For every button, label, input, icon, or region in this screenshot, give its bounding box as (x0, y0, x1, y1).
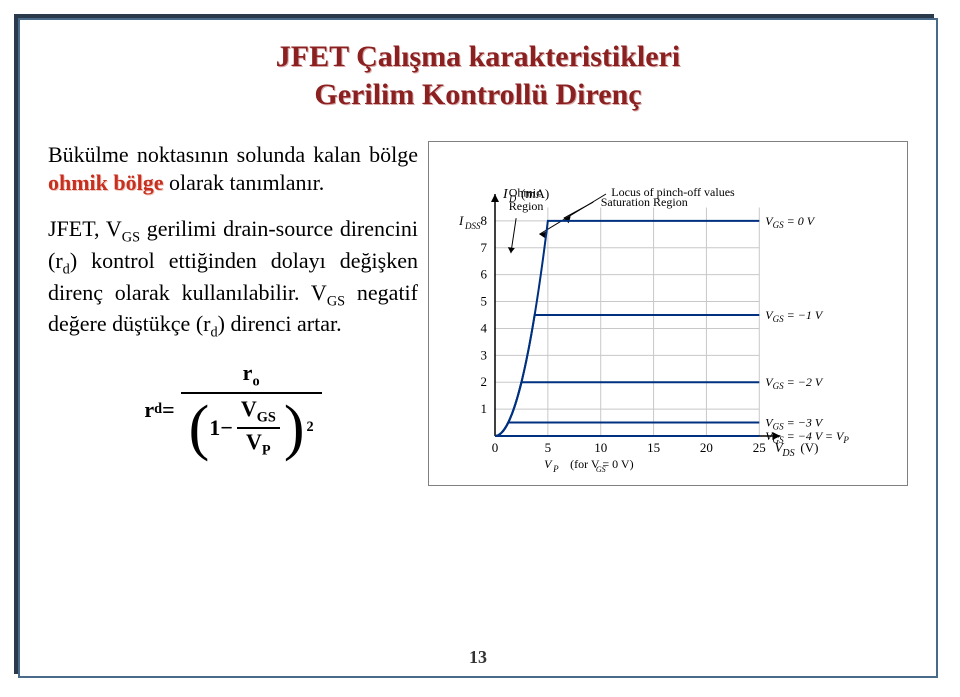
svg-text:8: 8 (481, 213, 488, 228)
p2e: ) direnci artar. (218, 311, 342, 336)
f-vgs-sub: GS (257, 410, 276, 426)
f-den: ( 1 − VGS VP ) 2 (181, 392, 322, 459)
left-column: Bükülme noktasının solunda kalan bölge o… (48, 141, 428, 486)
svg-text:Locus of pinch-off values: Locus of pinch-off values (611, 185, 735, 199)
p1-pre: Bükülme noktasının solunda kalan bölge (48, 142, 418, 167)
svg-text:GS: GS (596, 465, 606, 474)
f-num-r: r (243, 360, 253, 385)
paragraph-1: Bükülme noktasının solunda kalan bölge o… (48, 141, 418, 197)
svg-text:10: 10 (594, 440, 607, 455)
p1-emphasis: ohmik bölge (48, 170, 164, 195)
chart-frame: 051015202512345678ID(mA)VDS(V)IDSSVP(for… (428, 141, 908, 486)
f-one: 1 (209, 415, 220, 441)
lparen-icon: ( (189, 404, 210, 452)
f-minus: − (220, 415, 233, 441)
svg-text:6: 6 (481, 267, 488, 282)
f-exp: 2 (306, 419, 313, 436)
p2-sub4: d (210, 325, 217, 341)
paragraph-2: JFET, VGS gerilimi drain-source direncin… (48, 215, 418, 342)
right-column: 051015202512345678ID(mA)VDS(V)IDSSVP(for… (428, 141, 908, 486)
p2-sub3: GS (327, 293, 345, 309)
p2a: JFET, V (48, 216, 122, 241)
svg-text:20: 20 (700, 440, 713, 455)
formula: rd = ro ( 1 − VGS VP ) (48, 360, 418, 459)
f-frac: ro ( 1 − VGS VP ) 2 (181, 360, 322, 459)
svg-text:DSS: DSS (464, 221, 481, 231)
svg-text:4: 4 (481, 320, 488, 335)
f-vp-v: V (246, 429, 262, 454)
p2-sub2: d (63, 261, 70, 277)
svg-text:Region: Region (509, 199, 544, 213)
svg-text:Ohmic: Ohmic (509, 186, 542, 200)
f-inner-frac: VGS VP (237, 396, 280, 459)
svg-text:3: 3 (481, 347, 488, 362)
page-number: 13 (20, 647, 936, 668)
svg-text:5: 5 (545, 440, 552, 455)
f-eq: = (162, 397, 175, 423)
svg-text:7: 7 (481, 240, 488, 255)
content-row: Bükülme noktasının solunda kalan bölge o… (48, 141, 908, 486)
p1-post: olarak tanımlanır. (164, 170, 325, 195)
f-vgs: VGS (237, 396, 280, 428)
f-lhs: r (144, 397, 154, 423)
svg-text:25: 25 (753, 440, 766, 455)
title-line-2: Gerilim Kontrollü Direnç (48, 76, 908, 114)
p2-sub1: GS (122, 230, 140, 246)
svg-text:I: I (458, 213, 464, 228)
rparen-icon: ) (284, 404, 305, 452)
svg-text:1: 1 (481, 401, 488, 416)
slide-frame: JFET Çalışma karakteristikleri Gerilim K… (18, 18, 938, 678)
f-vp: VP (242, 429, 275, 459)
f-lhs-sub: d (154, 401, 162, 418)
f-vgs-v: V (241, 396, 257, 421)
svg-text:15: 15 (647, 440, 660, 455)
jfet-characteristic-chart: 051015202512345678ID(mA)VDS(V)IDSSVP(for… (433, 146, 903, 476)
f-num: ro (235, 360, 268, 392)
svg-text:2: 2 (481, 374, 488, 389)
svg-text:DS: DS (781, 448, 794, 459)
title-block: JFET Çalışma karakteristikleri Gerilim K… (48, 38, 908, 113)
svg-text:5: 5 (481, 294, 488, 309)
svg-text:0: 0 (492, 440, 499, 455)
f-num-sub: o (252, 373, 259, 389)
f-vp-sub: P (262, 442, 271, 458)
svg-text:P: P (552, 464, 559, 474)
title-line-1: JFET Çalışma karakteristikleri (48, 38, 908, 76)
